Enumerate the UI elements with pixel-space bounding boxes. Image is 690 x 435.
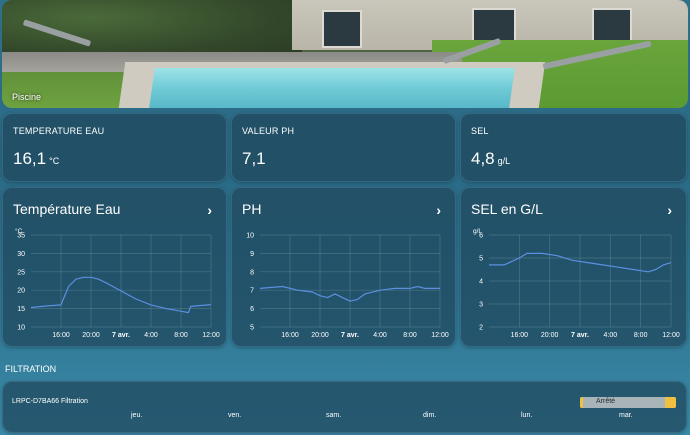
timeline-day-label: ven. [228,412,242,419]
sensor-value-number: 16,1 [13,149,47,168]
timeline-day-label: mar. [619,412,633,419]
sensor-unit: g/L [497,156,511,166]
sensor-value-number: 4,8 [471,149,495,168]
sensor-value: 16,1 °C [13,149,59,169]
y-tick-label: 30 [17,251,25,258]
x-tick-label: 12:00 [202,332,220,339]
state-segment-on [580,397,583,408]
y-tick-label: 8 [250,269,254,276]
x-tick-label: 7 avr. [571,332,589,339]
x-tick-label: 8:00 [634,332,648,339]
pool-water [149,68,515,108]
x-tick-label: 20:00 [541,332,559,339]
chevron-right-icon[interactable]: › [207,202,212,218]
filtration-state-label: Arrêté [596,398,616,405]
house-window [322,10,362,48]
x-tick-label: 16:00 [52,332,70,339]
x-tick-label: 16:00 [281,332,299,339]
y-tick-label: 5 [479,256,483,263]
graph-card-temperature[interactable]: Température Eau › 35 30 25 20 15 10 16:00 20:00… [2,187,227,347]
y-tick-label: 6 [250,306,254,313]
y-tick-label: 2 [479,325,483,332]
y-tick-label: 3 [479,302,483,309]
section-title-filtration: FILTRATION [5,364,57,374]
graph-card-ph[interactable]: PH › 10 9 8 7 6 5 16:00 20:00 7 avr. 4:00 8:00 12:0… [231,187,456,347]
x-tick-label: 7 avr. [112,332,130,339]
graph-title: Température Eau [13,201,121,217]
y-tick-label: 4 [479,279,483,286]
chevron-right-icon[interactable]: › [667,202,672,218]
y-tick-label: 9 [250,251,254,258]
timeline-day-label: dim. [423,412,437,419]
sensor-card-salt[interactable]: SEL 4,8 g/L [460,113,687,182]
x-tick-label: 4:00 [144,332,158,339]
sensor-title: SEL [471,126,489,136]
sensor-value: 4,8 g/L [471,149,510,169]
x-tick-label: 7 avr. [341,332,359,339]
chevron-right-icon[interactable]: › [436,202,441,218]
x-tick-label: 4:00 [604,332,618,339]
y-tick-label: 25 [17,269,25,276]
salt-chart: 6 5 4 3 2 16:00 20:00 7 avr. 4:00 8:00 12:00 g/L [473,228,680,339]
y-axis-unit: °C [15,227,23,235]
y-tick-label: 20 [17,288,25,295]
filtration-state-bar[interactable]: Arrêté [580,397,676,408]
x-tick-label: 16:00 [511,332,529,339]
sensor-title: TEMPERATURE EAU [13,126,105,136]
sensor-value-number: 7,1 [242,149,266,168]
y-tick-label: 15 [17,306,25,313]
hero-label: Piscine [12,92,42,102]
temperature-chart: 35 30 25 20 15 10 16:00 20:00 7 avr. 4:00 8:00 12:0… [15,227,220,339]
sensor-card-ph[interactable]: VALEUR PH 7,1 [231,113,456,182]
x-tick-label: 20:00 [311,332,329,339]
y-tick-label: 10 [17,325,25,332]
pool-picture[interactable]: Piscine [2,0,688,108]
y-tick-label: 7 [250,288,254,295]
x-tick-label: 4:00 [373,332,387,339]
x-tick-label: 8:00 [174,332,188,339]
x-tick-label: 20:00 [82,332,100,339]
state-segment-on [665,397,676,408]
y-tick-label: 5 [250,325,254,332]
sensor-card-temperature[interactable]: TEMPERATURE EAU 16,1 °C [2,113,227,182]
filtration-entity-label: LRPC-D7BA66 Filtration [12,398,88,405]
graph-title: PH [242,201,262,217]
y-tick-label: 10 [246,233,254,240]
x-tick-label: 12:00 [431,332,449,339]
y-tick-label: 6 [479,233,483,240]
y-tick-label: 35 [17,233,25,240]
sensor-value: 7,1 [242,149,269,169]
graph-card-salt[interactable]: SEL en G/L › 6 5 4 3 2 16:00 20:00 7 avr. 4:00 8:… [460,187,687,347]
sensor-title: VALEUR PH [242,126,295,136]
timeline-day-label: sam. [326,412,342,419]
series-line [489,252,672,273]
y-axis-unit: g/L [473,228,482,235]
graph-title: SEL en G/L [471,201,543,217]
series-line [30,276,212,314]
sensor-unit: °C [49,156,60,166]
ph-chart: 10 9 8 7 6 5 16:00 20:00 7 avr. 4:00 8:00 12:00 [246,233,449,340]
x-tick-label: 8:00 [403,332,417,339]
timeline-day-label: lun. [521,412,533,419]
timeline-day-label: jeu. [131,412,143,419]
filtration-timeline-card[interactable] [2,381,687,433]
x-tick-label: 12:00 [662,332,680,339]
series-line [259,285,440,302]
